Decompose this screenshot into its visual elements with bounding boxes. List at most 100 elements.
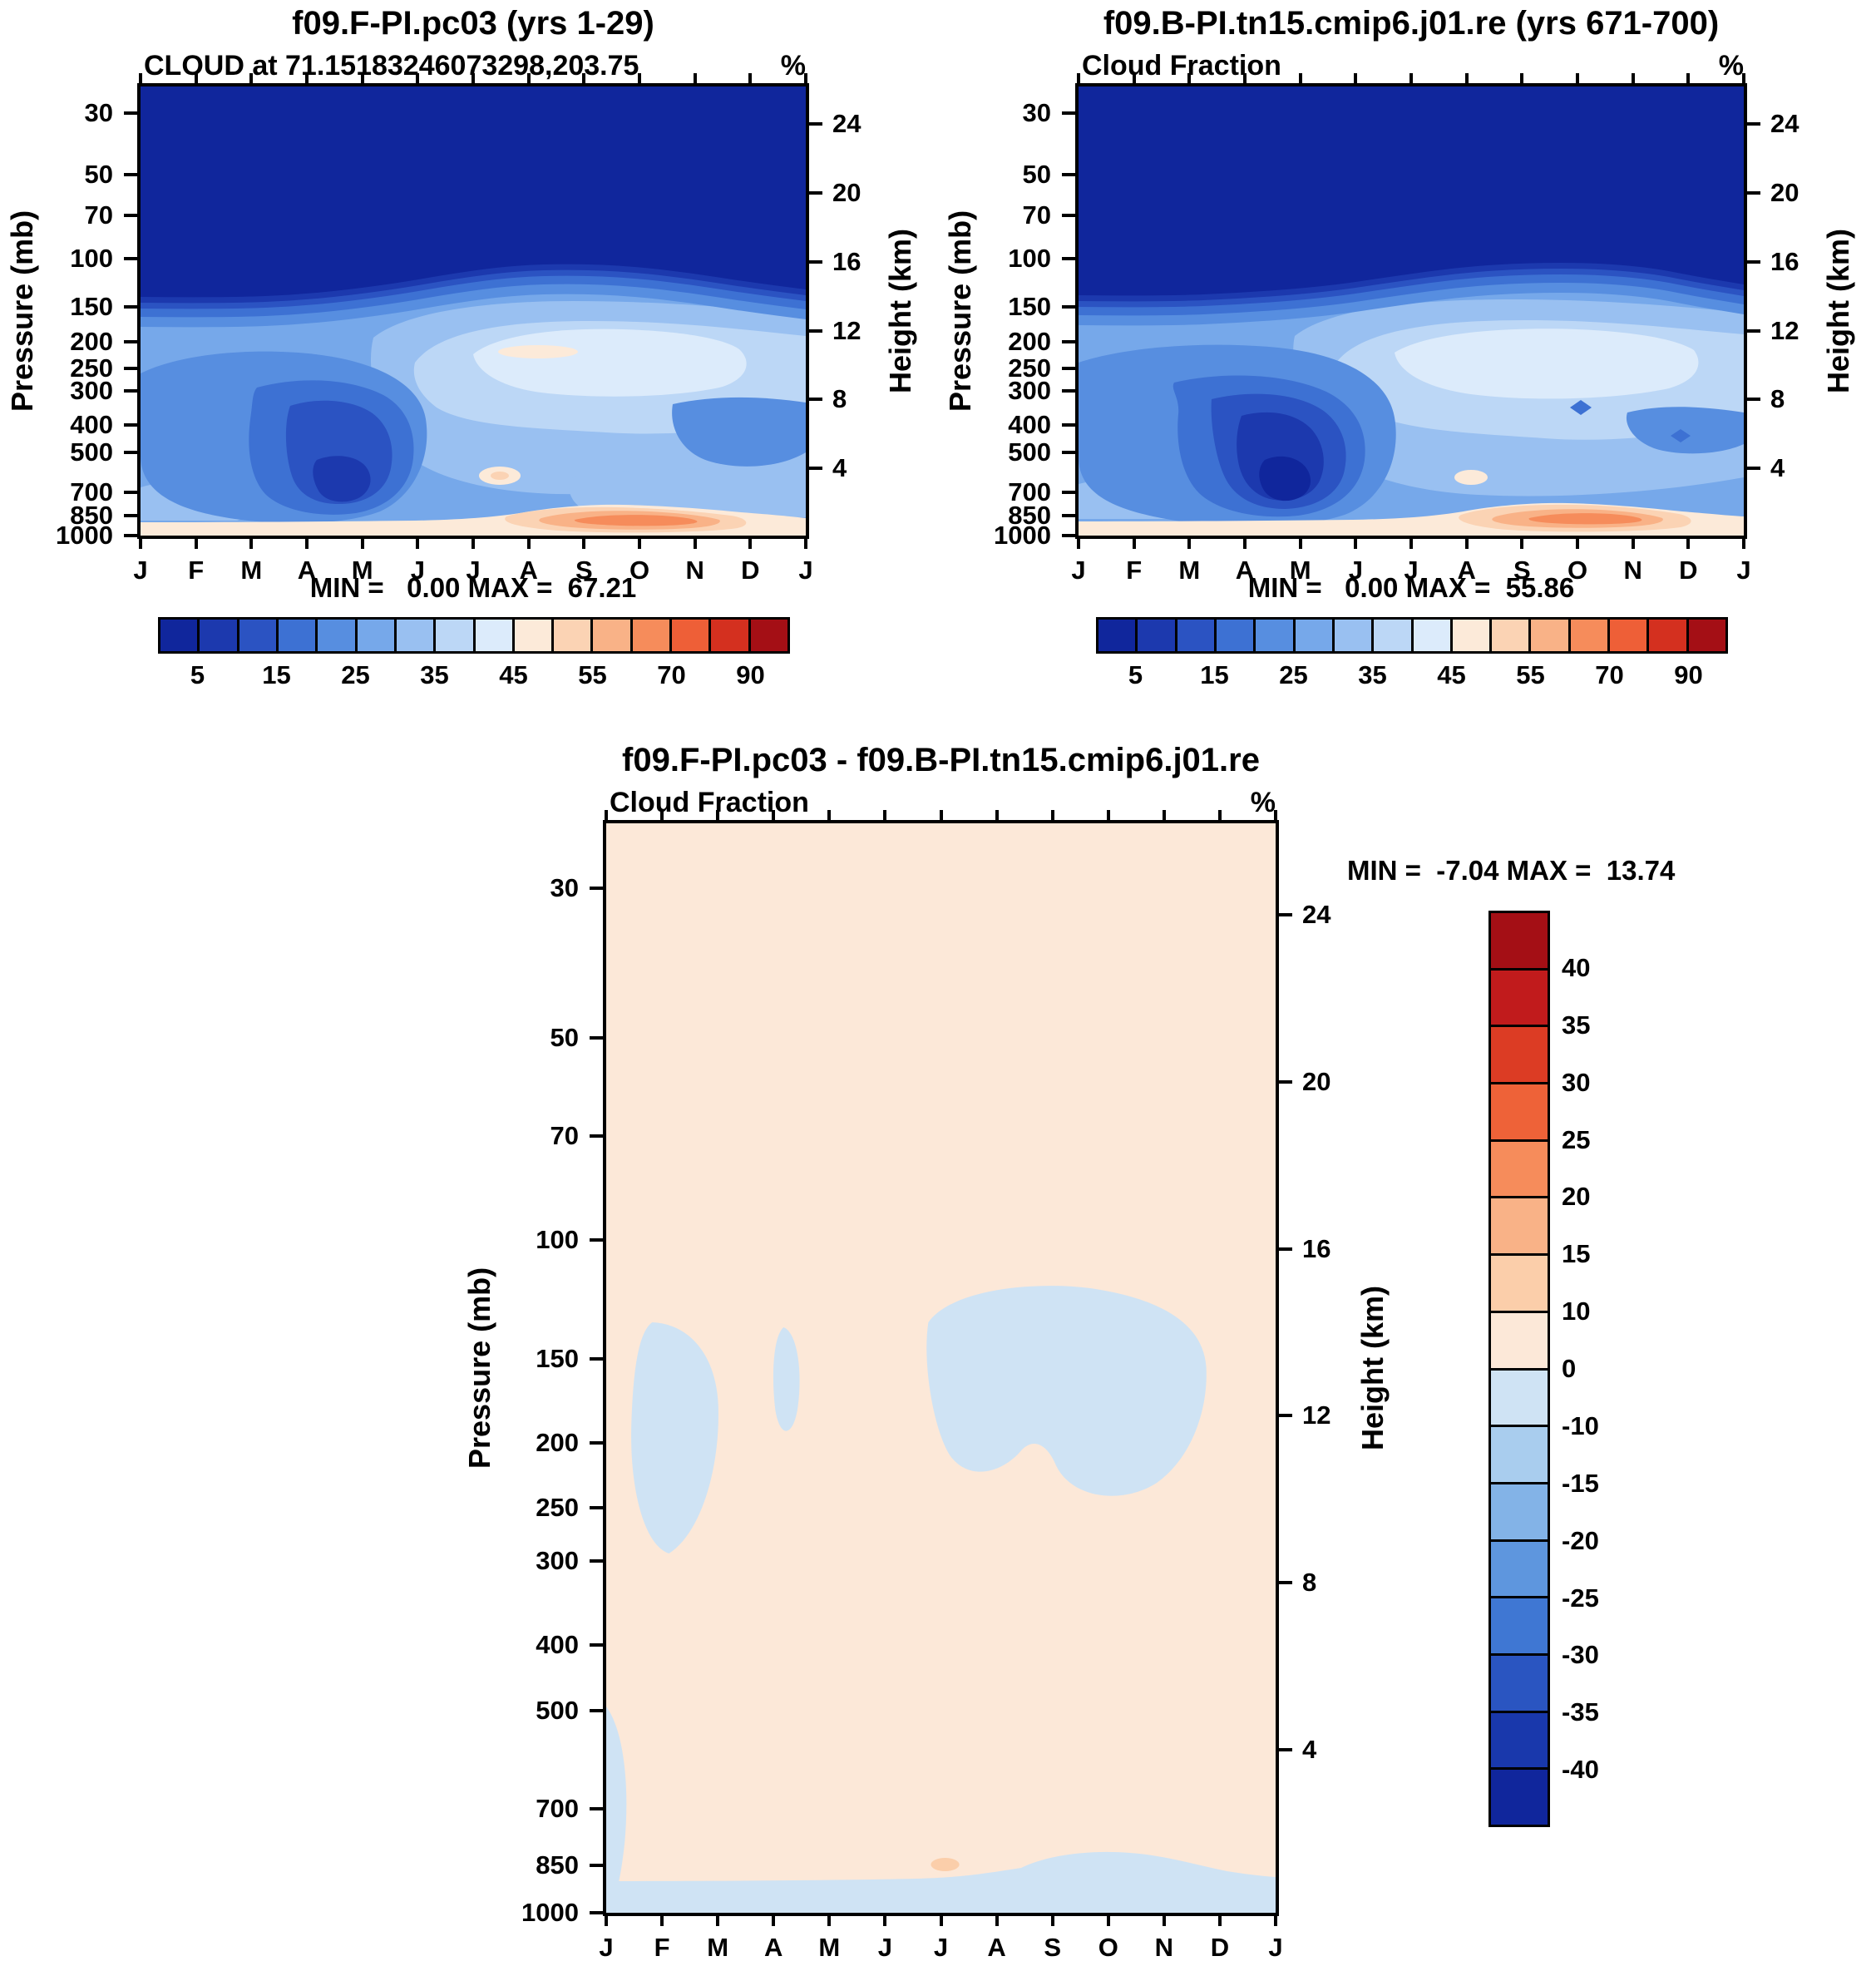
percent-units-label: %	[1718, 50, 1744, 82]
colorbar-cell	[1491, 1370, 1548, 1428]
colorbar-cell	[1138, 620, 1177, 651]
month-tick-label: A	[764, 1933, 783, 1961]
cloud-top-contour-band	[1079, 86, 1744, 296]
panel-subtitle: Cloud Fraction	[1082, 50, 1281, 82]
colorbar-tick-label: 25	[341, 660, 370, 689]
colorbar-cell	[1334, 620, 1375, 651]
month-tick-label: M	[707, 1933, 729, 1961]
month-tick-label: F	[654, 1933, 670, 1961]
colorbar-tick-label: 70	[657, 660, 686, 689]
colorbar-cell	[1491, 1598, 1548, 1656]
panel-title: f09.F-PI.pc03 (yrs 1-29)	[292, 5, 654, 42]
cloud-top-contour-band	[141, 86, 806, 298]
difference-colorbar	[1488, 911, 1550, 1827]
colorbar-tick-label: 35	[420, 660, 449, 689]
colorbar-tick-label: 35	[1358, 660, 1387, 689]
colorbar-cell	[160, 620, 200, 651]
panel-top-right: f09.B-PI.tn15.cmip6.j01.re (yrs 671-700)…	[938, 0, 1876, 732]
colorbar-cell	[1491, 1712, 1548, 1771]
colorbar	[158, 617, 790, 654]
height-axis-label: Height (km)	[1821, 229, 1855, 393]
month-tick-label: J	[599, 1933, 614, 1961]
contour-field-top-left	[141, 86, 806, 536]
contour-plot-difference	[603, 820, 1279, 1916]
month-tick-label: O	[1098, 1933, 1118, 1961]
height-axis-label: Height (km)	[883, 229, 917, 393]
colorbar-tick-label: 0	[1562, 1354, 1577, 1383]
pressure-tick-label: 30	[550, 873, 579, 903]
colorbar-tick-label: 90	[736, 660, 765, 689]
percent-units-label: %	[1250, 787, 1276, 818]
month-tick-label: S	[1044, 1933, 1061, 1961]
colorbar-cell	[1492, 620, 1532, 651]
colorbar-cell	[514, 620, 555, 651]
colorbar-cell	[1610, 620, 1650, 651]
minmax-stats: MIN = 0.00 MAX = 55.86	[1247, 572, 1575, 603]
colorbar-tick-label: -35	[1562, 1697, 1599, 1727]
colorbar-cell	[632, 620, 673, 651]
pressure-axis-label: Pressure (mb)	[943, 210, 977, 412]
pressure-tick-label: 100	[536, 1225, 579, 1255]
colorbar-cell	[1491, 913, 1548, 971]
colorbar-cell	[1491, 1541, 1548, 1599]
colorbar-cell	[1531, 620, 1571, 651]
colorbar-cell	[1491, 1427, 1548, 1484]
pressure-tick-label: 700	[536, 1793, 579, 1823]
colorbar-cell	[1256, 620, 1296, 651]
colorbar-cell	[1491, 1655, 1548, 1713]
colorbar-tick-label: 90	[1674, 660, 1703, 689]
colorbar-tick-label: 25	[1562, 1124, 1591, 1154]
colorbar-tick-label: 15	[1562, 1239, 1591, 1269]
panel-top-left: f09.F-PI.pc03 (yrs 1-29) CLOUD at 71.151…	[0, 0, 938, 732]
pressure-tick-label: 150	[536, 1343, 579, 1373]
colorbar-cell	[1649, 620, 1689, 651]
colorbar-cell	[1491, 1027, 1548, 1085]
panel-difference: f09.F-PI.pc03 - f09.B-PI.tn15.cmip6.j01.…	[0, 732, 1876, 1961]
panel-subtitle: CLOUD at 71.15183246073298,203.75	[144, 50, 639, 82]
colorbar-tick-label: -15	[1562, 1468, 1599, 1498]
colorbar-cell	[711, 620, 751, 651]
colorbar-cell	[672, 620, 712, 651]
pressure-tick-label: 250	[536, 1493, 579, 1523]
colorbar-tick-label: 55	[1516, 660, 1545, 689]
colorbar-cell	[1491, 1198, 1548, 1257]
colorbar-tick-label: -40	[1562, 1755, 1599, 1785]
colorbar-tick-label: 70	[1595, 660, 1624, 689]
colorbar	[1096, 617, 1728, 654]
colorbar-tick-label: -25	[1562, 1583, 1599, 1613]
colorbar-labels: 5 15 25 35 45 55 70 90	[1096, 660, 1728, 690]
contour-plot-top-left	[137, 83, 809, 539]
colorbar-tick-label: 15	[1200, 660, 1229, 689]
colorbar-cell	[1491, 1770, 1548, 1825]
contour-field-top-right	[1079, 86, 1744, 536]
minmax-stats: MIN = 0.00 MAX = 67.21	[309, 572, 637, 603]
pressure-tick-label: 300	[536, 1546, 579, 1576]
colorbar-cell	[396, 620, 437, 651]
month-tick-label: J	[933, 1933, 949, 1961]
colorbar-cell	[436, 620, 476, 651]
colorbar-tick-label: 20	[1562, 1182, 1591, 1212]
contour-plot-top-right	[1075, 83, 1747, 539]
panel-subtitle: Cloud Fraction	[610, 787, 809, 818]
month-tick-label: D	[1210, 1933, 1230, 1961]
pressure-tick-label: 50	[550, 1022, 579, 1052]
month-tick-label: J	[877, 1933, 893, 1961]
colorbar-cell	[1413, 620, 1453, 651]
colorbar-cell	[1688, 620, 1725, 651]
colorbar-tick-label: 30	[1562, 1067, 1591, 1097]
month-tick-label: M	[818, 1933, 841, 1961]
colorbar-cell	[593, 620, 633, 651]
minmax-stats: MIN = -7.04 MAX = 13.74	[1347, 855, 1676, 886]
colorbar-tick-label: -30	[1562, 1640, 1599, 1670]
colorbar-labels: 5 15 25 35 45 55 70 90	[158, 660, 790, 690]
colorbar-tick-label: 45	[499, 660, 528, 689]
month-tick-label: A	[987, 1933, 1006, 1961]
colorbar-cell	[1491, 1256, 1548, 1313]
colorbar-tick-label: -10	[1562, 1410, 1599, 1440]
colorbar-cell	[278, 620, 318, 651]
pressure-tick-label: 200	[536, 1427, 579, 1457]
pressure-axis-label: Pressure (mb)	[5, 210, 39, 412]
colorbar-cell	[200, 620, 239, 651]
colorbar-tick-label: 10	[1562, 1297, 1591, 1326]
